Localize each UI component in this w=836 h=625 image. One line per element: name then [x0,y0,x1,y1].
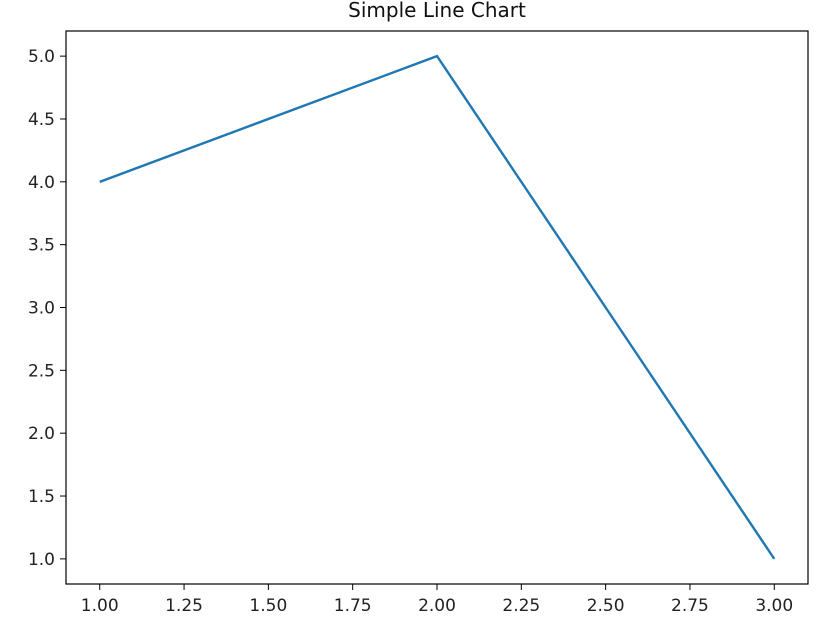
y-tick-label: 1.0 [28,550,55,570]
chart-title: Simple Line Chart [348,0,526,22]
x-tick-label: 2.25 [502,596,540,616]
series-line [99,54,776,560]
x-tick-label: 1.75 [334,596,372,616]
x-tick-label: 1.25 [165,596,203,616]
x-tick-label: 2.00 [418,596,456,616]
y-tick-label: 3.5 [28,236,55,256]
y-axis: 1.0 1.5 2.0 2.5 3.0 3.5 4.0 4.5 5.0 [28,47,66,570]
y-tick-label: 2.5 [28,361,55,381]
y-tick-label: 1.5 [28,487,55,507]
x-axis: 1.00 1.25 1.50 1.75 2.00 2.25 2.50 2.75 3.00 [81,584,793,616]
series-layer [99,54,776,560]
x-tick-label: 3.00 [755,596,793,616]
x-tick-label: 1.00 [81,596,119,616]
plot-area-frame [65,30,809,585]
x-tick-label: 2.75 [671,596,709,616]
y-tick-label: 2.0 [28,424,55,444]
y-tick-label: 4.5 [28,110,55,130]
y-tick-label: 4.0 [28,173,55,193]
y-tick-label: 5.0 [28,47,55,67]
y-tick-label: 3.0 [28,299,55,319]
x-tick-label: 2.50 [587,596,625,616]
x-tick-label: 1.50 [249,596,287,616]
